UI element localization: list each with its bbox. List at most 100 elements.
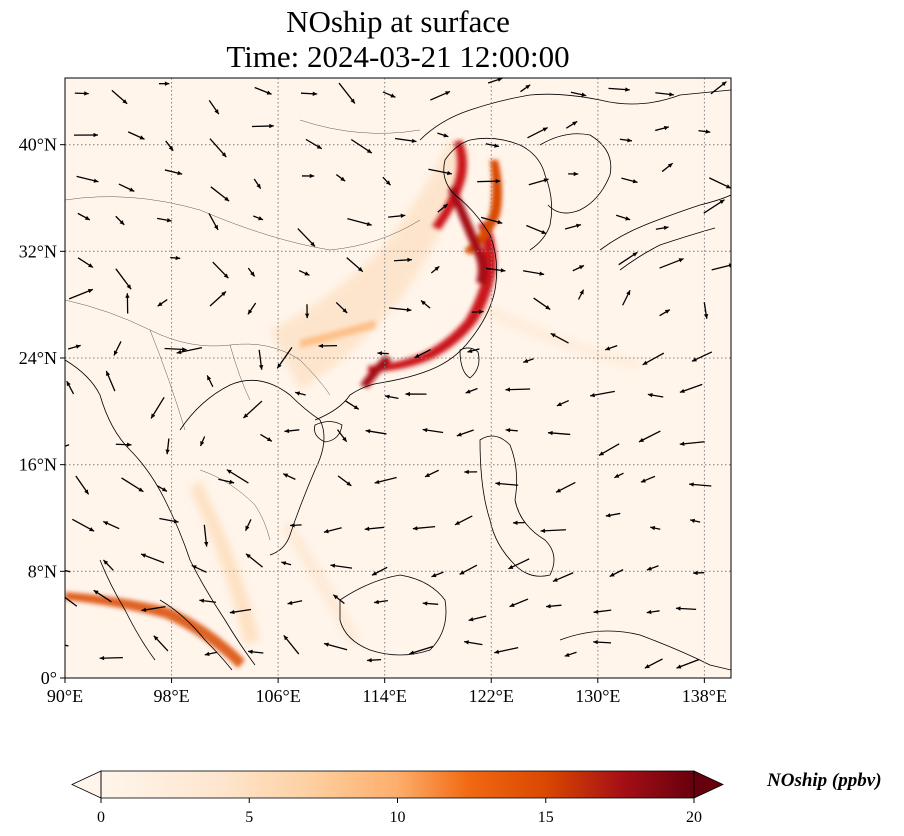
wind-arrow [495,481,519,486]
wind-arrow [509,598,529,608]
wind-arrow [689,482,712,487]
wind-arrow [593,609,612,614]
wind-arrow [338,82,356,104]
lat-tick-label: 32°N [19,241,57,261]
colorbar-tick-label: 0 [97,809,105,826]
wind-arrow [165,438,170,455]
wind-arrow [164,347,187,352]
wind-arrow [290,523,302,528]
wind-arrow [347,218,372,227]
wind-arrow [336,429,348,443]
wind-arrow [590,390,615,398]
wind-arrow [323,527,342,534]
wind-arrow [332,594,345,605]
lon-tick-label: 90°E [47,686,83,706]
wind-arrow [621,177,638,184]
wind-arrow [276,346,293,369]
wind-arrow [330,563,353,569]
wind-arrow [118,183,135,192]
wind-arrow [471,309,484,314]
wind-arrow [528,178,549,186]
wind-arrow [105,370,116,392]
wind-arrow [465,387,478,394]
wind-arrow [229,608,252,615]
wind-arrow [690,518,701,523]
lon-tick-label: 106°E [256,686,301,706]
lat-tick-label: 16°N [19,455,57,475]
wind-arrow [318,343,338,349]
wind-arrow [691,351,713,362]
wind-arrow [304,304,310,319]
wind-arrow [199,436,206,447]
wind-arrow [547,430,571,436]
wind-arrow [66,380,75,395]
wind-arrow [382,91,396,98]
wind-arrow [485,143,500,148]
wind-arrow [209,138,227,158]
wind-arrow [422,427,444,434]
wind-arrow [414,348,431,359]
wind-arrow [73,132,99,138]
wind-arrow [618,251,638,266]
wind-arrow [282,473,296,480]
wind-arrow [335,301,348,314]
wind-arrow [125,293,130,314]
wind-arrow [345,400,360,410]
wind-arrow [157,217,172,223]
wind-arrow [377,351,389,356]
wind-arrow [608,87,630,92]
wind-arrow [431,571,444,578]
wind-arrow [284,428,300,434]
wind-arrow [622,289,631,306]
wind-arrow [711,263,731,271]
wind-arrow [191,564,207,573]
colorbar-tick-label: 10 [390,809,406,826]
wind-arrow [546,604,562,609]
wind-arrow [244,519,252,531]
wind-arrow [605,512,621,518]
wind-arrow [703,199,725,214]
wind-arrow [141,605,166,612]
map-panel: 90°E 98°E 106°E 114°E 122°E 130°E 138°E 0° 8°N 16… [19,77,732,706]
wind-arrow [616,214,631,221]
shipping-lane-emissions [65,140,503,668]
wind-arrow [127,131,145,140]
wind-arrow [374,599,388,605]
wind-arrow [477,178,501,184]
wind-arrow [564,223,582,230]
wind-arrow [67,344,81,350]
wind-arrow [365,429,387,435]
wind-arrow [494,646,519,654]
colorbar-ticks: 0 5 10 15 20 [97,798,702,826]
wind-arrow [485,267,506,273]
wind-arrow [157,299,168,307]
wind-arrow [254,86,272,95]
wind-arrow [505,428,518,433]
wind-vectors [65,78,731,669]
wind-arrow [204,651,218,657]
wind-arrow [102,520,120,530]
wind-arrow [203,524,209,547]
plot-title: NOship at surface Time: 2024-03-21 12:00… [0,4,796,74]
wind-arrow [405,391,427,397]
wind-arrow [655,92,674,97]
wind-arrow [409,645,434,655]
wind-arrow [157,485,168,492]
wind-arrow [65,644,69,647]
wind-arrow [140,553,165,564]
wind-arrow [552,572,574,583]
map-background [65,78,731,678]
wind-arrow [210,186,230,202]
wind-arrow [297,228,316,247]
wind-arrow [159,517,179,524]
lon-tick-label: 98°E [153,686,189,706]
wind-arrow [593,639,612,645]
wind-arrow [430,90,451,101]
wind-arrow [428,168,452,176]
wind-arrow [388,213,406,219]
wind-arrow [464,640,483,646]
lon-tick-label: 130°E [575,686,620,706]
wind-arrow [335,174,346,182]
wind-arrow [523,358,534,363]
wind-arrow [77,257,94,269]
